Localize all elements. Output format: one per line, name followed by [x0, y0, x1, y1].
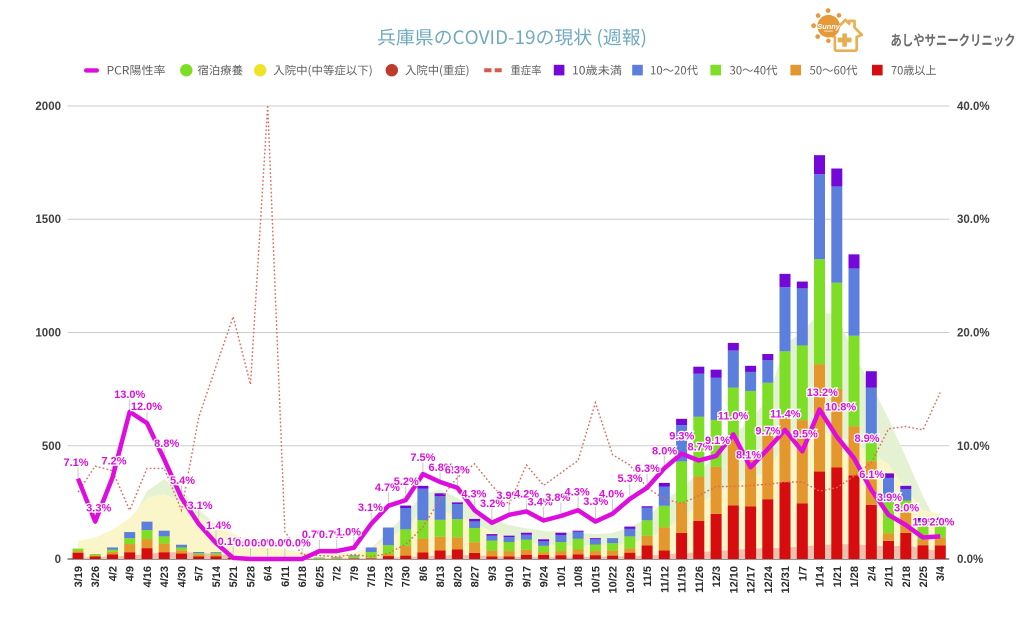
svg-text:12/17: 12/17: [746, 566, 758, 594]
svg-text:10/15: 10/15: [590, 566, 602, 594]
svg-text:12/24: 12/24: [763, 565, 775, 593]
svg-text:12/10: 12/10: [728, 566, 740, 594]
svg-text:4/9: 4/9: [125, 566, 137, 581]
svg-text:6.1%: 6.1%: [859, 469, 884, 481]
svg-text:8.0%: 8.0%: [652, 445, 677, 457]
svg-text:3.0%: 3.0%: [894, 503, 919, 515]
svg-text:7/9: 7/9: [349, 566, 361, 581]
svg-text:6/18: 6/18: [297, 566, 309, 587]
svg-text:3.1%: 3.1%: [358, 502, 383, 514]
svg-text:3/19: 3/19: [73, 566, 85, 587]
svg-text:12/31: 12/31: [780, 566, 792, 594]
svg-text:9/17: 9/17: [521, 566, 533, 587]
svg-text:8/6: 8/6: [418, 566, 430, 581]
svg-text:6/4: 6/4: [263, 565, 275, 581]
svg-text:7/23: 7/23: [383, 566, 395, 587]
svg-text:8/27: 8/27: [470, 566, 482, 587]
svg-text:1/7: 1/7: [797, 566, 809, 581]
svg-text:8/20: 8/20: [452, 566, 464, 587]
svg-text:8.9%: 8.9%: [854, 433, 879, 445]
svg-text:2/4: 2/4: [866, 565, 878, 581]
svg-text:1/21: 1/21: [832, 566, 844, 587]
svg-text:11.4%: 11.4%: [770, 408, 801, 420]
svg-text:2/11: 2/11: [884, 566, 896, 587]
svg-text:3/4: 3/4: [935, 565, 947, 581]
svg-text:1/28: 1/28: [849, 566, 861, 587]
svg-text:8/13: 8/13: [435, 566, 447, 587]
svg-text:10/1: 10/1: [556, 566, 568, 587]
svg-text:9.7%: 9.7%: [755, 426, 780, 438]
svg-text:11/26: 11/26: [694, 566, 706, 593]
svg-text:40.0%: 40.0%: [957, 101, 990, 113]
svg-text:6/25: 6/25: [314, 566, 326, 587]
svg-text:6.3%: 6.3%: [445, 465, 470, 477]
svg-text:1.4%: 1.4%: [206, 520, 231, 532]
svg-text:7.1%: 7.1%: [63, 457, 88, 469]
svg-text:20.0%: 20.0%: [957, 328, 990, 340]
svg-text:Sunny: Sunny: [817, 22, 840, 31]
svg-text:2/18: 2/18: [901, 566, 913, 587]
svg-text:10/8: 10/8: [573, 566, 585, 587]
svg-text:9.5%: 9.5%: [793, 428, 818, 440]
svg-text:3.1%: 3.1%: [187, 500, 212, 512]
svg-text:2000: 2000: [35, 101, 61, 113]
svg-text:3.3%: 3.3%: [86, 503, 111, 515]
svg-text:7/16: 7/16: [366, 566, 378, 587]
svg-text:7/2: 7/2: [332, 566, 344, 581]
svg-text:5/28: 5/28: [246, 566, 258, 587]
svg-text:8.8%: 8.8%: [154, 438, 179, 450]
svg-text:9.1%: 9.1%: [705, 435, 730, 447]
svg-text:9/24: 9/24: [539, 565, 551, 587]
svg-text:11/12: 11/12: [659, 566, 671, 593]
svg-text:7/30: 7/30: [401, 566, 413, 587]
svg-text:5.2%: 5.2%: [394, 476, 419, 488]
svg-text:5.4%: 5.4%: [170, 475, 195, 487]
svg-text:1/14: 1/14: [815, 565, 827, 587]
svg-text:11.0%: 11.0%: [718, 410, 749, 422]
svg-text:1000: 1000: [35, 328, 61, 340]
svg-text:7.2%: 7.2%: [101, 456, 126, 468]
svg-text:4.0%: 4.0%: [599, 489, 624, 501]
svg-text:9/10: 9/10: [504, 566, 516, 587]
svg-text:8.1%: 8.1%: [736, 449, 761, 461]
svg-text:6/11: 6/11: [280, 566, 292, 587]
svg-text:11/5: 11/5: [642, 566, 654, 587]
svg-text:12.0%: 12.0%: [131, 401, 162, 413]
svg-text:12/3: 12/3: [711, 566, 723, 587]
svg-text:4/30: 4/30: [177, 566, 189, 587]
svg-text:11/19: 11/19: [677, 566, 689, 593]
svg-text:30.0%: 30.0%: [957, 214, 990, 226]
svg-text:1500: 1500: [35, 214, 61, 226]
svg-text:10/22: 10/22: [608, 566, 620, 594]
svg-text:0.0%: 0.0%: [957, 554, 983, 566]
svg-text:1.0%: 1.0%: [336, 527, 361, 539]
svg-text:6.3%: 6.3%: [635, 463, 660, 475]
svg-text:5/14: 5/14: [211, 565, 223, 587]
svg-text:13.2%: 13.2%: [807, 387, 838, 399]
svg-text:4/23: 4/23: [159, 566, 171, 587]
svg-text:9/3: 9/3: [487, 566, 499, 581]
svg-text:500: 500: [42, 441, 61, 453]
svg-text:13.0%: 13.0%: [114, 389, 145, 401]
svg-text:10.0%: 10.0%: [957, 441, 990, 453]
svg-text:0: 0: [55, 554, 61, 566]
svg-text:2.0%: 2.0%: [929, 516, 954, 528]
svg-text:4/2: 4/2: [108, 566, 120, 581]
svg-text:4/16: 4/16: [142, 566, 154, 587]
svg-text:5/21: 5/21: [228, 566, 240, 587]
svg-text:2/25: 2/25: [918, 566, 930, 587]
svg-text:3/26: 3/26: [90, 566, 102, 587]
svg-text:10.8%: 10.8%: [825, 402, 856, 414]
svg-text:10/29: 10/29: [625, 566, 637, 594]
svg-text:5/7: 5/7: [194, 566, 206, 581]
